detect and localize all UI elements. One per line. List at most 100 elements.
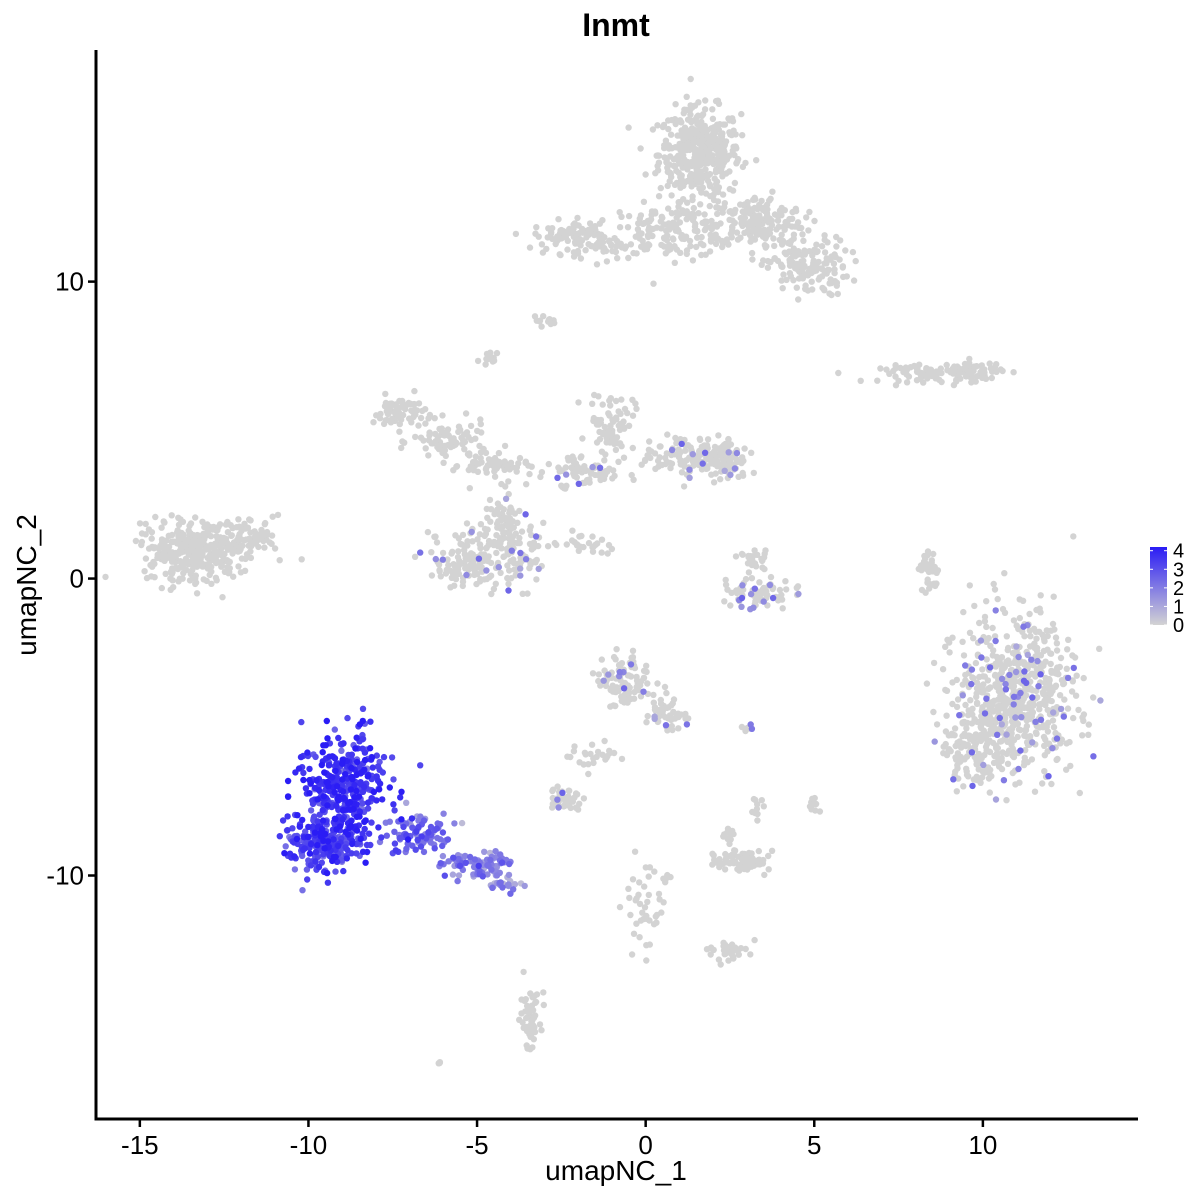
cell-point [488,590,495,598]
cell-point [702,97,709,104]
cell-point [598,536,606,543]
cell-point [668,446,676,454]
cell-point [933,580,940,587]
cell-point [968,666,976,673]
cell-point [721,598,728,605]
cell-point [500,506,507,513]
cell-point [643,957,650,964]
cell-point [608,545,616,553]
cell-point [495,462,502,470]
cell-point [1017,747,1024,754]
cell-point [683,216,690,223]
cell-point [663,157,670,164]
cell-point [1015,653,1022,661]
cell-point [206,571,213,579]
cell-point [686,237,694,245]
cell-point [353,771,360,779]
cell-point [468,528,475,536]
cell-point [464,538,471,545]
cell-point [970,675,977,682]
cell-point [715,150,722,158]
x-axis-title: umapNC_1 [545,1155,687,1186]
cell-point [1016,614,1023,622]
cell-point [689,160,696,167]
cell-point [654,680,661,687]
cell-point [339,756,346,763]
cell-point [834,290,841,298]
cell-point [524,1045,531,1052]
x-axis-ticks: -15 -10 -5 0 5 10 [121,1119,997,1160]
cell-point [725,115,732,122]
cell-point [699,111,707,118]
cell-point [199,563,206,570]
cell-point [810,257,817,264]
cell-point [487,353,494,361]
cell-point [522,511,529,518]
cell-point [954,750,962,757]
cell-point [973,679,981,686]
cell-point [607,422,614,429]
cell-point [760,803,767,810]
cell-point [930,659,938,667]
cell-point [792,205,799,212]
cell-point [324,879,332,886]
cell-point [645,873,652,880]
cell-point [169,577,176,584]
cell-point [333,760,340,767]
cell-point [1015,765,1022,773]
cell-point [413,828,420,835]
cell-point [417,762,424,769]
cell-point [230,573,237,580]
cell-point [989,698,996,706]
cell-point [324,735,331,742]
cell-point [948,730,955,737]
cell-point [1046,677,1053,684]
cell-point [507,520,514,528]
cell-point [511,881,519,888]
cell-point [491,473,499,480]
cell-point [697,201,704,208]
cell-point [922,589,929,596]
cell-point [474,468,482,475]
cell-point [761,871,768,879]
cell-point [668,192,675,199]
cell-point [554,796,561,803]
cell-point [654,167,662,174]
cell-point [657,184,664,192]
cell-point [440,459,447,466]
cell-point [701,226,709,234]
cell-point [483,469,490,476]
cell-point [482,449,490,457]
cell-point [519,590,526,597]
cell-point [1010,693,1018,700]
cell-point [379,796,386,803]
cell-point [709,850,716,857]
cell-point [190,548,198,555]
cell-point [451,438,458,445]
cell-point [154,554,161,562]
cell-point [352,745,359,752]
cell-point [613,434,621,441]
cell-point [904,366,911,373]
cell-point [330,853,338,861]
cell-point [369,764,376,771]
cell-point [973,690,980,697]
cell-point [1037,671,1044,678]
cell-point [487,856,494,864]
cell-point [564,237,571,244]
cell-point [725,957,732,964]
cell-point [832,253,839,261]
cell-point [979,689,986,696]
cell-point [672,162,679,170]
cell-point [388,400,395,407]
cell-point [857,377,864,384]
cell-point [436,566,443,574]
cell-point [642,864,649,871]
cell-point [629,412,637,419]
cell-point [686,107,693,114]
cell-point [662,879,669,886]
cell-point [771,242,778,250]
cell-point [687,176,694,183]
cell-point [799,267,806,274]
cell-point [391,840,399,847]
